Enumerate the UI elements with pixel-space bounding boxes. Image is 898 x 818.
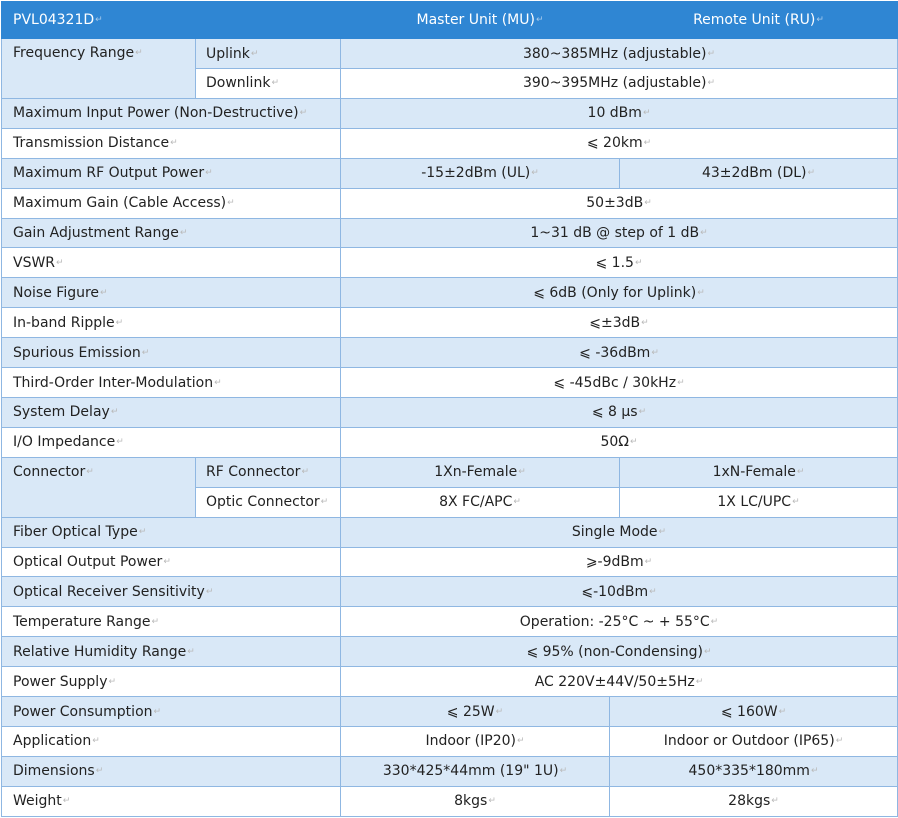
row-transmission-distance: Transmission Distance ⩽ 20km [1,127,898,159]
row-optic-connector: Optic Connector 8X FC/APC 1X LC/UPC [2,486,898,518]
row-power-supply: Power Supply AC 220V±44V/50±5Hz [1,666,898,698]
humidity-label: Relative Humidity Range [1,636,341,668]
weight-ru: 28kgs [608,785,898,818]
weight-mu: 8kgs [340,785,610,818]
row-application: Application Indoor (IP20) Indoor or Outd… [1,725,898,757]
header-master-unit: Master Unit (MU) [339,0,621,40]
dimensions-mu: 330*425*44mm (19" 1U) [340,755,610,787]
power-consumption-label: Power Consumption [1,696,341,727]
row-temperature: Temperature Range Operation: -25°C ~ + 5… [1,606,898,638]
max-input-power-label: Maximum Input Power (Non-Destructive) [1,97,341,129]
vswr-value: ⩽ 1.5 [339,247,898,279]
inband-ripple-label: In-band Ripple [1,307,341,339]
noise-figure-value: ⩽ 6dB (Only for Uplink) [339,277,898,309]
max-rf-output-ru: 43±2dBm (DL) [619,157,898,189]
header-remote-unit: Remote Unit (RU) [619,0,898,40]
row-dimensions: Dimensions 330*425*44mm (19" 1U) 450*335… [1,755,898,787]
row-max-gain: Maximum Gain (Cable Access) 50±3dB [1,187,898,219]
third-order-im-label: Third-Order Inter-Modulation [1,367,341,398]
uplink-label: Uplink [195,38,341,70]
vswr-label: VSWR [1,247,341,279]
row-vswr: VSWR ⩽ 1.5 [1,247,898,279]
fiber-type-value: Single Mode [339,516,898,548]
optic-connector-mu: 8X FC/APC [339,486,621,518]
power-consumption-ru: ⩽ 160W [608,696,898,727]
row-noise-figure: Noise Figure ⩽ 6dB (Only for Uplink) [1,277,898,309]
rf-connector-label: RF Connector [195,456,341,488]
row-max-rf-output: Maximum RF Output Power -15±2dBm (UL) 43… [1,157,898,189]
max-rf-output-mu: -15±2dBm (UL) [339,157,621,189]
transmission-distance-label: Transmission Distance [1,127,341,159]
max-input-power-value: 10 dBm [339,97,898,129]
fiber-type-label: Fiber Optical Type [1,516,341,548]
transmission-distance-value: ⩽ 20km [339,127,898,159]
humidity-value: ⩽ 95% (non-Condensing) [339,636,898,668]
row-system-delay: System Delay ⩽ 8 μs [1,397,898,428]
gain-adjustment-label: Gain Adjustment Range [1,217,341,249]
third-order-im-value: ⩽ -45dBc / 30kHz [339,367,898,398]
spurious-emission-label: Spurious Emission [1,337,341,369]
row-third-order-im: Third-Order Inter-Modulation ⩽ -45dBc / … [1,367,898,398]
rf-connector-ru: 1xN-Female [619,456,898,488]
inband-ripple-value: ⩽±3dB [339,307,898,339]
application-ru: Indoor or Outdoor (IP65) [608,725,898,757]
row-spurious-emission: Spurious Emission ⩽ -36dBm [1,337,898,369]
power-supply-label: Power Supply [1,666,341,698]
row-humidity: Relative Humidity Range ⩽ 95% (non-Conde… [1,636,898,668]
downlink-label: Downlink [195,68,341,99]
max-rf-output-label: Maximum RF Output Power [1,157,341,189]
power-supply-value: AC 220V±44V/50±5Hz [339,666,898,698]
header-model: PVL04321D [1,0,341,40]
temperature-value: Operation: -25°C ~ + 55°C [339,606,898,638]
row-power-consumption: Power Consumption ⩽ 25W ⩽ 160W [1,696,898,727]
application-label: Application [1,725,341,757]
optical-output-label: Optical Output Power [1,546,341,578]
io-impedance-label: I/O Impedance [1,426,341,458]
row-inband-ripple: In-band Ripple ⩽±3dB [1,307,898,339]
row-gain-adjustment: Gain Adjustment Range 1~31 dB @ step of … [1,217,898,249]
dimensions-label: Dimensions [1,755,341,787]
io-impedance-value: 50Ω [339,426,898,458]
optical-receiver-label: Optical Receiver Sensitivity [1,576,341,608]
weight-label: Weight [1,785,341,818]
row-io-impedance: I/O Impedance 50Ω [1,426,898,458]
header-row: PVL04321D Master Unit (MU) Remote Unit (… [1,0,898,40]
row-frequency-downlink: Downlink 390~395MHz (adjustable) [2,68,898,99]
optic-connector-ru: 1X LC/UPC [619,486,898,518]
system-delay-label: System Delay [1,397,341,428]
optical-receiver-value: ⩽-10dBm [339,576,898,608]
row-rf-connector: Connector RF Connector 1Xn-Female 1xN-Fe… [1,456,898,518]
optic-connector-label: Optic Connector [195,486,341,518]
max-gain-label: Maximum Gain (Cable Access) [1,187,341,219]
row-optical-receiver: Optical Receiver Sensitivity ⩽-10dBm [1,576,898,608]
max-gain-value: 50±3dB [339,187,898,219]
spurious-emission-value: ⩽ -36dBm [339,337,898,369]
connector-label: Connector [1,456,196,518]
power-consumption-mu: ⩽ 25W [340,696,610,727]
rf-connector-mu: 1Xn-Female [339,456,621,488]
row-fiber-type: Fiber Optical Type Single Mode [1,516,898,548]
row-optical-output: Optical Output Power ⩾-9dBm [1,546,898,578]
row-weight: Weight 8kgs 28kgs [1,785,898,818]
temperature-label: Temperature Range [1,606,341,638]
row-frequency-uplink: Frequency Range Uplink 380~385MHz (adjus… [1,38,898,99]
application-mu: Indoor (IP20) [340,725,610,757]
frequency-range-label: Frequency Range [1,38,196,99]
system-delay-value: ⩽ 8 μs [339,397,898,428]
row-max-input-power: Maximum Input Power (Non-Destructive) 10… [1,97,898,129]
uplink-value: 380~385MHz (adjustable) [339,38,898,70]
noise-figure-label: Noise Figure [1,277,341,309]
gain-adjustment-value: 1~31 dB @ step of 1 dB [339,217,898,249]
downlink-value: 390~395MHz (adjustable) [339,68,898,99]
dimensions-ru: 450*335*180mm [608,755,898,787]
optical-output-value: ⩾-9dBm [339,546,898,578]
